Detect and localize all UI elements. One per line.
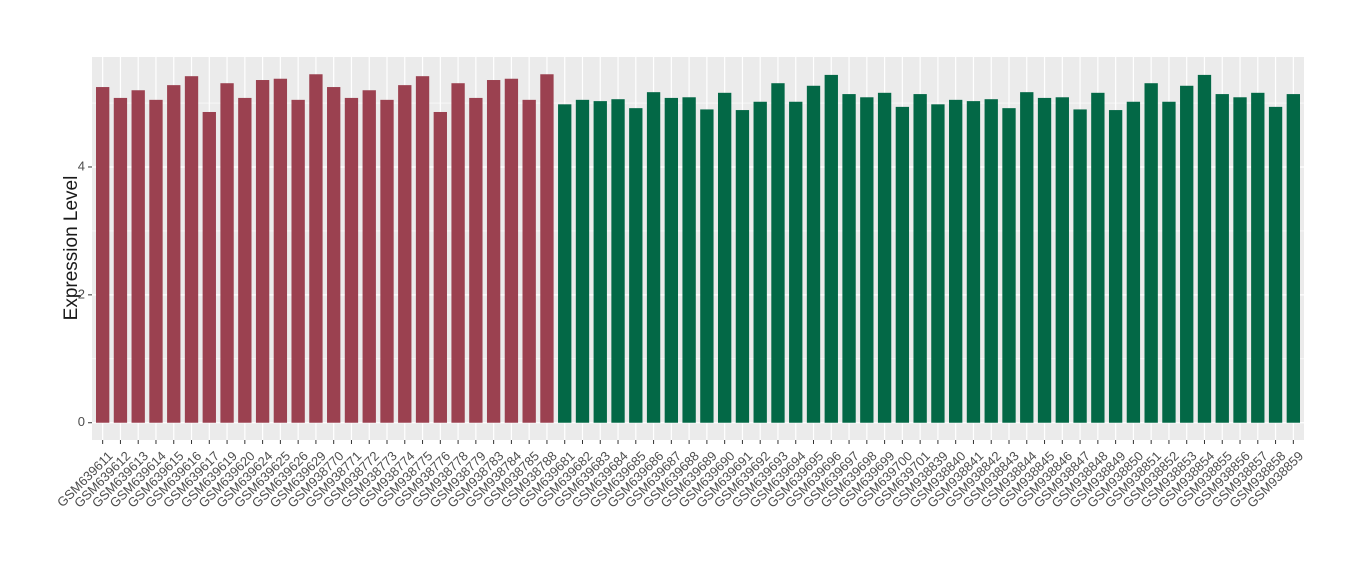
y-axis-title: Expression Level [61, 176, 82, 321]
bar [380, 99, 394, 423]
bar [398, 85, 412, 423]
bar [469, 97, 483, 423]
bar [184, 76, 199, 423]
y-tick-label: 4 [78, 158, 85, 173]
bar [789, 101, 803, 423]
bar [1126, 101, 1141, 423]
bar [824, 74, 838, 423]
bar [540, 74, 554, 423]
bar [1037, 97, 1052, 423]
bar [522, 99, 536, 423]
bar [149, 99, 163, 423]
bar [700, 109, 714, 423]
bar [842, 94, 856, 423]
bar [1002, 108, 1016, 423]
bar [593, 101, 607, 423]
bar [860, 97, 874, 423]
bar [717, 92, 732, 423]
bar [220, 83, 234, 423]
bar [95, 87, 110, 423]
bar [984, 99, 998, 423]
bar [1233, 97, 1247, 423]
bar [806, 85, 821, 423]
bar [771, 83, 785, 423]
bar [309, 74, 323, 423]
bar [1108, 110, 1123, 423]
bar [113, 97, 128, 423]
bar [486, 80, 501, 423]
bar [1286, 94, 1301, 423]
bar [1073, 109, 1087, 423]
bar [273, 78, 288, 423]
bar [255, 80, 270, 423]
bar [664, 97, 679, 423]
bar [1020, 92, 1034, 423]
bar [735, 110, 750, 423]
bar [1251, 92, 1265, 423]
bar [167, 85, 181, 423]
bar [1180, 85, 1194, 423]
bar [415, 76, 430, 423]
y-tick-label: 0 [78, 414, 85, 429]
bar [1091, 92, 1105, 423]
bar [682, 97, 696, 423]
bar [238, 97, 252, 423]
bar [575, 99, 590, 423]
bar [931, 104, 945, 423]
bar [291, 99, 305, 423]
bar [877, 92, 892, 423]
bar [504, 78, 519, 423]
bar [451, 83, 465, 423]
bar [1162, 101, 1176, 423]
bar [966, 101, 981, 423]
bar [1197, 74, 1212, 423]
bar [1215, 94, 1229, 423]
bar [611, 99, 625, 423]
y-tick-label: 2 [78, 286, 85, 301]
bar [558, 104, 572, 423]
bar [131, 90, 145, 423]
bar [629, 108, 643, 423]
bar [949, 99, 963, 423]
bar [202, 111, 216, 423]
bar [753, 101, 767, 423]
bar [327, 87, 341, 423]
bar [344, 97, 359, 423]
bar [1055, 97, 1069, 423]
bar [433, 111, 447, 423]
bar [362, 90, 376, 423]
bar [1144, 83, 1158, 423]
bar [895, 106, 910, 423]
bar [646, 92, 661, 423]
bar [1268, 106, 1283, 423]
bar [913, 94, 927, 423]
